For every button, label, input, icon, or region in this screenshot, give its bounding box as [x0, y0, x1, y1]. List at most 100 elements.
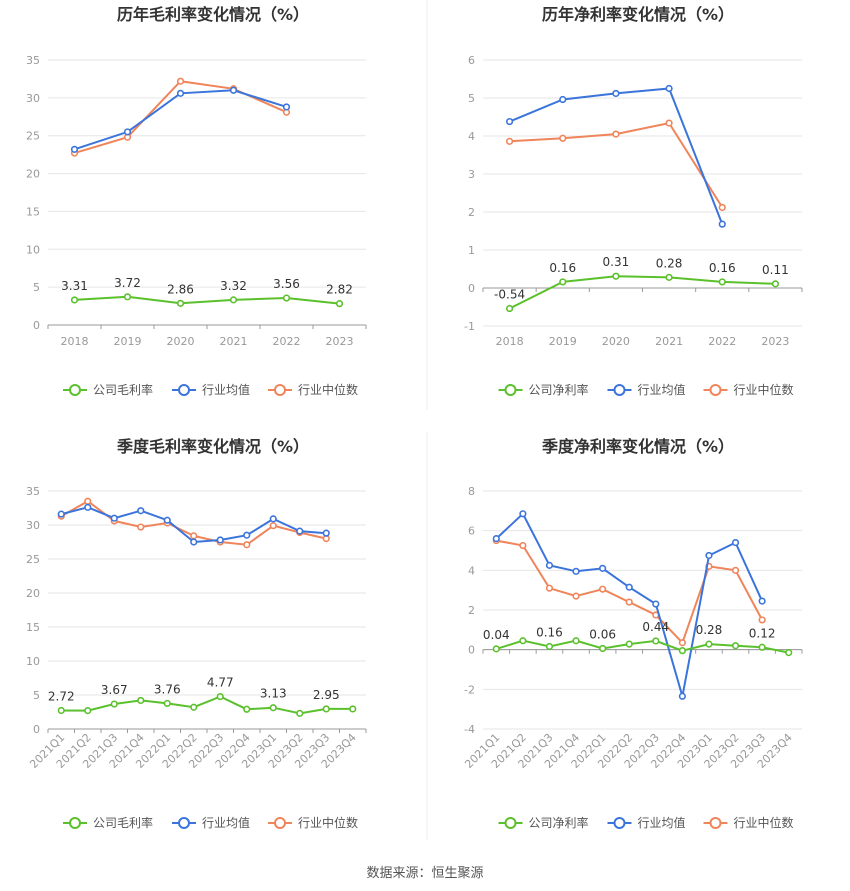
x-tick-label: 2022 [708, 335, 736, 348]
y-tick-label: 6 [468, 525, 475, 538]
data-point [322, 705, 330, 713]
y-tick-label: 0 [468, 644, 475, 657]
x-tick-label: 2021 [655, 335, 683, 348]
data-point [176, 299, 185, 307]
legend-marker [613, 384, 626, 396]
y-tick-label: 15 [26, 205, 40, 218]
series-company: 2.72 3.67 3.76 4.77 3.13 2.95 [48, 676, 357, 717]
data-point [110, 700, 118, 708]
y-tick-label: 35 [26, 485, 40, 498]
data-point [572, 592, 580, 600]
data-label: 2.82 [326, 283, 353, 297]
series-avg [492, 510, 766, 700]
data-point [731, 642, 740, 650]
data-point [137, 696, 145, 705]
data-point [190, 538, 198, 546]
chart-2: 历年净利率变化情况（%） -1 0 1 2 3 4 5 6 2018 2019 2020 2021 202… [464, 5, 803, 397]
legend-label: 行业均值 [638, 815, 686, 830]
legend: 公司净利率 行业均值 行业中位数 [498, 815, 794, 830]
data-point [731, 538, 740, 547]
legend-marker [274, 817, 286, 829]
series-avg [505, 84, 726, 228]
y-tick-label: 5 [33, 281, 40, 294]
data-point [612, 130, 620, 138]
data-point [519, 510, 527, 518]
data-point [678, 692, 686, 700]
y-tick-label: 5 [33, 689, 40, 702]
y-tick-label: 20 [26, 168, 40, 181]
y-tick-label: 1 [468, 244, 475, 257]
data-label: 0.06 [589, 627, 616, 641]
legend-label: 行业均值 [638, 382, 686, 397]
y-tick-label: 2 [468, 206, 475, 219]
data-point [84, 503, 92, 511]
data-point [612, 272, 620, 280]
data-point [137, 523, 145, 531]
data-label: 3.31 [61, 279, 88, 293]
data-point [269, 515, 277, 523]
data-point [296, 527, 304, 535]
data-point [519, 637, 527, 645]
y-tick-label: 30 [26, 519, 40, 532]
data-label: 2.72 [48, 690, 75, 704]
legend-label: 行业中位数 [734, 382, 794, 397]
legend-label: 公司毛利率 [93, 382, 153, 397]
data-label: 3.32 [220, 279, 247, 293]
data-point [123, 293, 132, 301]
data-label: 0.04 [483, 628, 510, 642]
legend-label: 行业中位数 [734, 815, 794, 830]
data-point [758, 616, 766, 624]
data-label: 3.72 [114, 276, 141, 290]
y-tick-label: -1 [464, 320, 475, 333]
legend: 公司净利率 行业均值 行业中位数 [498, 382, 794, 397]
series-avg [70, 86, 291, 153]
data-point [492, 534, 500, 543]
chart-title: 季度净利率变化情况（%） [541, 437, 734, 456]
data-point [163, 699, 171, 708]
y-tick-label: 25 [26, 130, 40, 143]
data-label: 0.12 [749, 626, 776, 640]
series-company: 0.04 0.16 0.06 0.44 0.28 0.12 [483, 620, 793, 657]
y-tick-label: 0 [468, 282, 475, 295]
chart-1: 历年毛利率变化情况（%） 0 5 10 15 20 25 30 35 2018 2019 2020 20… [26, 5, 367, 397]
data-point [282, 294, 291, 302]
data-point [57, 706, 65, 715]
data-point [110, 514, 118, 522]
legend-label: 公司净利率 [529, 815, 589, 830]
data-point [243, 541, 251, 549]
data-point [190, 703, 198, 711]
chart-title: 历年毛利率变化情况（%） [117, 5, 309, 24]
data-source-note: 数据来源：恒生聚源 [366, 866, 484, 881]
data-point [625, 583, 633, 591]
x-tick-label: 2020 [167, 335, 195, 348]
y-tick-label: 0 [33, 723, 40, 736]
y-tick-label: 8 [468, 485, 475, 498]
legend-marker [178, 384, 190, 396]
y-tick-label: -4 [464, 723, 475, 736]
data-point [718, 278, 726, 286]
x-tick-label: 2021 [220, 335, 248, 348]
x-tick-label: 2019 [114, 335, 142, 348]
legend-label: 行业中位数 [298, 382, 358, 397]
series-line [496, 639, 789, 654]
data-point [559, 95, 567, 104]
chart-title: 历年净利率变化情况（%） [542, 5, 734, 24]
data-label: 0.28 [696, 623, 723, 637]
data-label: 0.31 [603, 255, 630, 269]
chart-3: 季度毛利率变化情况（%）051015202530352021Q12021Q220… [26, 437, 367, 830]
data-point [785, 649, 793, 657]
data-label: 0.16 [709, 261, 736, 275]
data-point [229, 296, 238, 304]
series-line [74, 295, 340, 305]
data-point [243, 705, 251, 713]
data-label: 2.86 [167, 282, 194, 296]
chart-title: 季度毛利率变化情况（%） [116, 437, 309, 456]
y-tick-label: 6 [468, 54, 475, 67]
data-point [665, 84, 673, 93]
data-point [163, 516, 171, 524]
x-tick-label: 2018 [61, 335, 89, 348]
y-tick-label: 20 [26, 587, 40, 600]
y-tick-label: 3 [468, 168, 475, 181]
data-point [57, 510, 65, 518]
x-tick-label: 2020 [602, 335, 630, 348]
